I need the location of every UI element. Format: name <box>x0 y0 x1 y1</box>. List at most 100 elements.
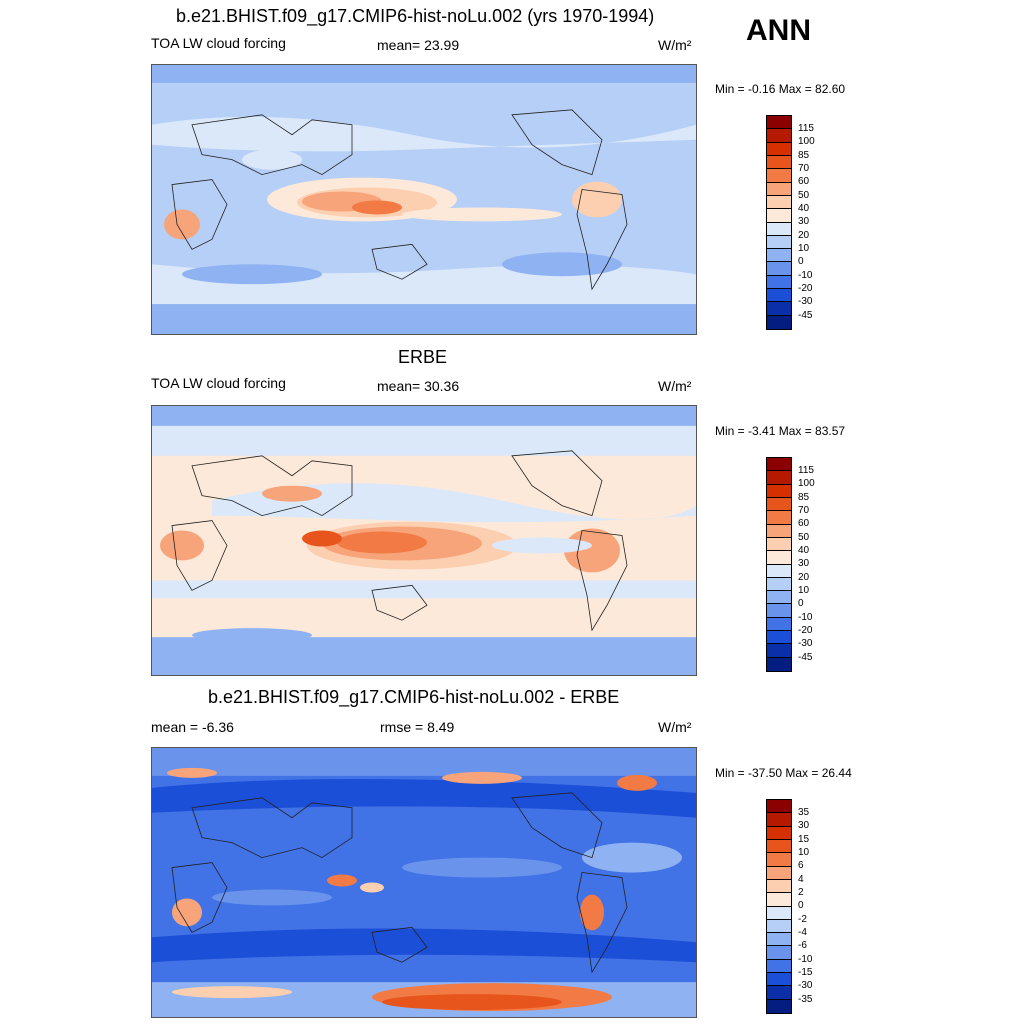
panel3-swatch-4 <box>767 839 791 854</box>
panel1-tick: 50 <box>798 190 810 201</box>
panel3-tick: 10 <box>798 847 810 858</box>
panel3-colorbar <box>766 799 792 1014</box>
panel1-swatch-16 <box>767 315 791 329</box>
panel2-swatch-9 <box>767 564 791 578</box>
panel2-swatch-15 <box>767 644 791 658</box>
panel3-swatch-11 <box>767 933 791 947</box>
panel2-swatch-1 <box>767 458 791 472</box>
panel1-minmax: Min = -0.16 Max = 82.60 <box>715 82 846 96</box>
panel1-swatch-3 <box>767 142 791 156</box>
panel2-title: ERBE <box>398 347 448 367</box>
panel2-swatch-2 <box>767 471 791 485</box>
panel1-tick: -30 <box>798 296 813 307</box>
panel1-swatch-8 <box>767 209 791 223</box>
panel2-swatch-11 <box>767 591 791 605</box>
panel3-map-field <box>152 748 696 1017</box>
panel3-swatch-3 <box>767 826 791 840</box>
panel3-swatch-1 <box>767 800 791 814</box>
panel2-swatch-8 <box>767 551 791 565</box>
panel1-tick: 20 <box>798 230 810 241</box>
panel1-tick: -10 <box>798 270 813 281</box>
panel1-mean-label: mean= 23.99 <box>377 37 460 53</box>
panel3-tick: -15 <box>798 967 813 978</box>
panel2-tick: 40 <box>798 545 810 556</box>
panel3-swatch-2 <box>767 813 791 827</box>
panel1-tick: -20 <box>798 283 813 294</box>
panel3-swatch-15 <box>767 986 791 1000</box>
panel2-swatch-14 <box>767 631 791 645</box>
panel3-swatch-8 <box>767 893 791 907</box>
panel3-tick: 4 <box>798 874 804 885</box>
panel2-tick: -20 <box>798 625 813 636</box>
panel3-swatch-12 <box>767 946 791 960</box>
panel2-swatch-4 <box>767 497 791 512</box>
panel1-colorbar <box>766 115 792 330</box>
panel3-tick: -30 <box>798 980 813 991</box>
panel1-tick: 115 <box>798 123 814 134</box>
panel2-units: W/m² <box>658 378 692 394</box>
panel3-rmse-label: rmse = 8.49 <box>380 719 455 735</box>
panel3-swatch-13 <box>767 959 791 974</box>
panel3-tick: -6 <box>798 940 807 951</box>
panel1-tick: 70 <box>798 163 810 174</box>
panel1-swatch-5 <box>767 169 791 183</box>
panel3-tick: 6 <box>798 860 804 871</box>
panel2-tick: -30 <box>798 638 813 649</box>
panel3-title: b.e21.BHIST.f09_g17.CMIP6-hist-noLu.002 … <box>208 687 620 707</box>
panel2-swatch-7 <box>767 537 791 552</box>
panel3-tick: 2 <box>798 887 804 898</box>
panel2-minmax: Min = -3.41 Max = 83.57 <box>715 424 846 438</box>
panel2-swatch-16 <box>767 657 791 671</box>
panel3-swatch-10 <box>767 919 791 934</box>
panel3-tick: 35 <box>798 807 810 818</box>
panel2-map-field <box>152 406 696 675</box>
panel1-swatch-6 <box>767 182 791 196</box>
panel2-tick: 100 <box>798 478 815 489</box>
panel2-tick: 85 <box>798 492 810 503</box>
panel3-swatch-9 <box>767 906 791 920</box>
panel1-map <box>151 64 697 335</box>
panel3-minmax: Min = -37.50 Max = 26.44 <box>715 766 852 780</box>
panel2-tick: 20 <box>798 572 810 583</box>
panel3-swatch-6 <box>767 866 791 880</box>
panel1-swatch-15 <box>767 302 791 316</box>
panel2-tick: -45 <box>798 652 813 663</box>
panel1-swatch-4 <box>767 155 791 170</box>
panel1-swatch-2 <box>767 129 791 143</box>
panel3-tick: -10 <box>798 954 813 965</box>
panel2-swatch-6 <box>767 524 791 538</box>
panel1-title: b.e21.BHIST.f09_g17.CMIP6-hist-noLu.002 … <box>176 6 655 26</box>
panel3-tick: -2 <box>798 914 807 925</box>
panel1-swatch-11 <box>767 249 791 263</box>
panel1-tick: 60 <box>798 176 810 187</box>
panel3-tick: -4 <box>798 927 807 938</box>
panel3-swatch-14 <box>767 973 791 987</box>
panel3-swatch-16 <box>767 999 791 1013</box>
panel2-tick: 0 <box>798 598 804 609</box>
panel1-swatch-9 <box>767 222 791 236</box>
panel1-swatch-7 <box>767 195 791 210</box>
panel2-tick: 115 <box>798 465 814 476</box>
panel2-tick: 50 <box>798 532 810 543</box>
panel2-tick: 70 <box>798 505 810 516</box>
panel1-swatch-10 <box>767 235 791 250</box>
panel2-tick: 10 <box>798 585 810 596</box>
panel2-swatch-5 <box>767 511 791 525</box>
panel1-tick: 100 <box>798 136 815 147</box>
panel2-tick: 60 <box>798 518 810 529</box>
panel1-units: W/m² <box>658 37 692 53</box>
panel3-mean-label: mean = -6.36 <box>151 719 234 735</box>
panel1-tick: 85 <box>798 150 810 161</box>
panel2-swatch-10 <box>767 577 791 592</box>
panel2-variable-label: TOA LW cloud forcing <box>151 375 286 391</box>
panel2-mean-label: mean= 30.36 <box>377 378 460 394</box>
panel1-swatch-1 <box>767 116 791 130</box>
panel3-tick: -35 <box>798 994 813 1005</box>
panel2-map <box>151 405 697 676</box>
panel1-tick: 40 <box>798 203 810 214</box>
panel3-tick: 30 <box>798 820 810 831</box>
panel2-tick: -10 <box>798 612 813 623</box>
panel3-map <box>151 747 697 1018</box>
panel3-tick: 15 <box>798 834 810 845</box>
panel1-map-field <box>152 65 696 334</box>
